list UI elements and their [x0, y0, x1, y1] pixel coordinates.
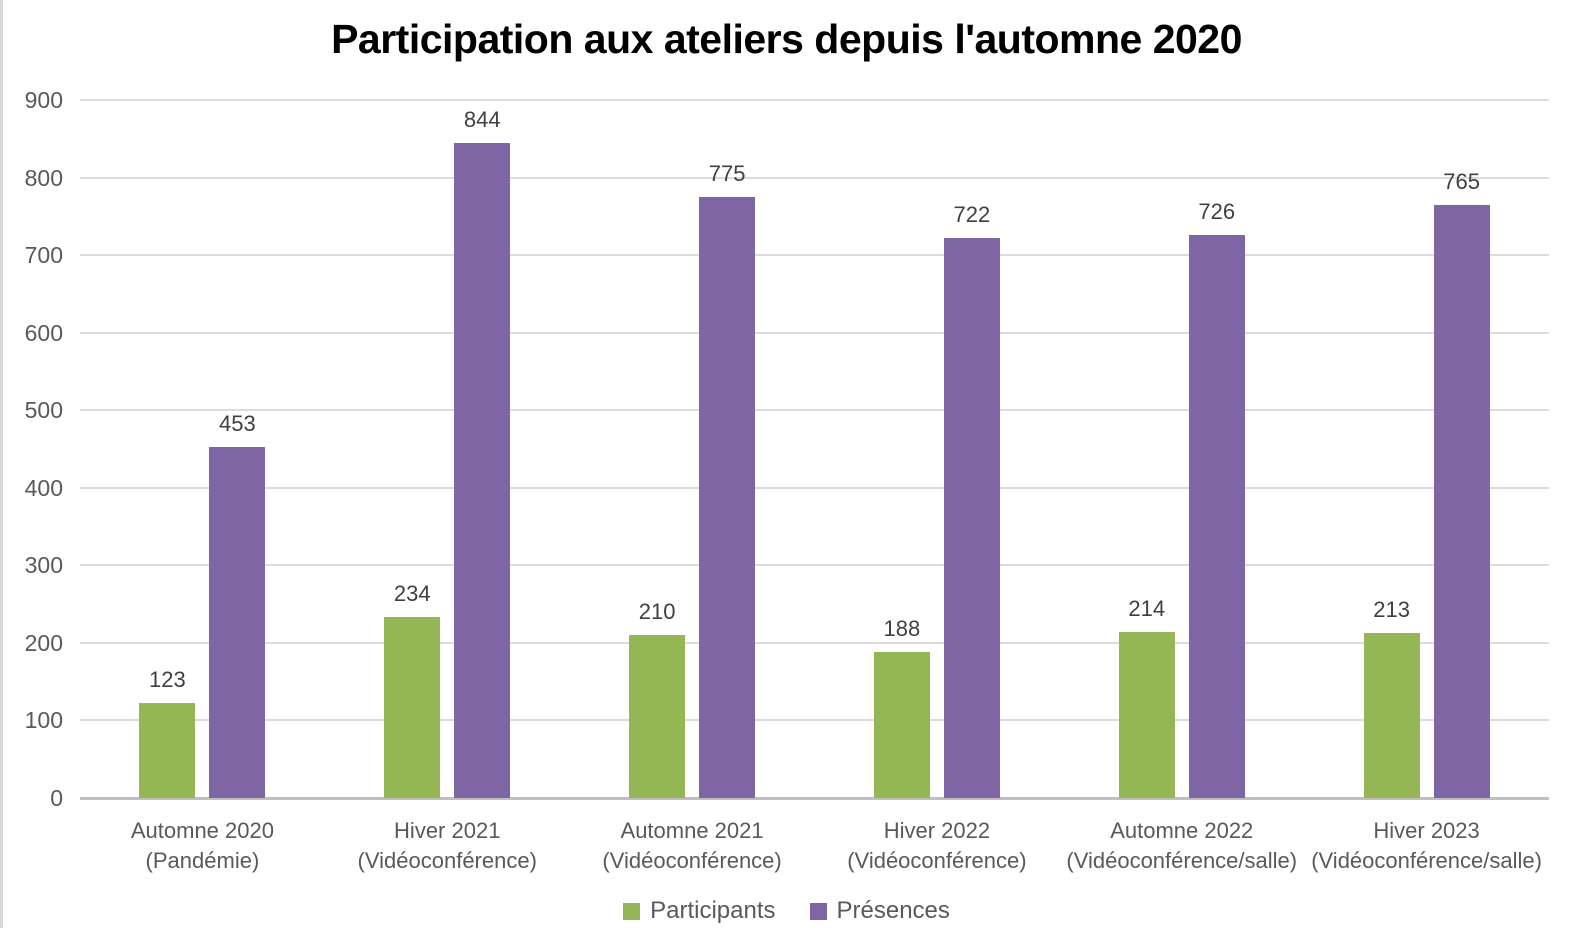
présences-bar[interactable]: [1188, 234, 1245, 798]
participants-bar[interactable]: [384, 616, 441, 798]
data-label: 453: [219, 410, 256, 436]
y-axis-tick-label: 800: [24, 164, 63, 191]
x-axis-category-label: Hiver 2022 (Vidéoconférence): [847, 818, 1027, 873]
gridline: [80, 254, 1549, 257]
participants-bar[interactable]: [1118, 632, 1175, 798]
présences-bar[interactable]: [209, 446, 266, 798]
x-axis-category-label: Automne 2021 (Vidéoconférence): [602, 818, 782, 873]
data-label: 123: [149, 666, 186, 692]
chart-title: Participation aux ateliers depuis l'auto…: [331, 16, 1242, 62]
data-label: 213: [1373, 596, 1410, 622]
gridline: [80, 486, 1549, 489]
data-label: 765: [1443, 168, 1480, 194]
x-axis-category-label: Hiver 2023 (Vidéoconférence/salle): [1311, 818, 1542, 873]
y-axis-tick-label: 900: [24, 87, 63, 113]
data-label: 210: [638, 599, 676, 625]
gridline: [80, 719, 1549, 722]
gridline: [80, 641, 1549, 644]
y-axis-tick-label: 200: [24, 629, 63, 656]
présences-bar[interactable]: [454, 143, 511, 798]
data-label: 775: [708, 160, 746, 186]
y-axis-tick-label: 600: [24, 319, 63, 346]
participants-bar[interactable]: [873, 652, 930, 798]
gridline: [80, 331, 1549, 334]
y-axis-tick-label: 100: [24, 707, 63, 734]
legend-item[interactable]: Participants: [623, 897, 776, 925]
y-axis-tick-label: 400: [24, 474, 63, 501]
y-axis-tick-label: 0: [50, 785, 63, 811]
x-axis-line: [80, 797, 1549, 800]
présences-bar[interactable]: [943, 238, 1000, 798]
legend-item[interactable]: Présences: [809, 897, 950, 925]
gridline: [80, 409, 1549, 412]
participants-bar[interactable]: [1363, 632, 1420, 798]
participants-bar[interactable]: [629, 635, 686, 798]
gridline: [80, 176, 1549, 179]
gridline: [80, 564, 1549, 567]
x-axis-category-label: Automne 2020 (Pandémie): [130, 818, 274, 873]
y-axis-tick-label: 700: [24, 242, 63, 269]
présences-bar[interactable]: [1433, 204, 1490, 798]
participants-bar[interactable]: [139, 702, 196, 798]
legend-swatch: [623, 902, 641, 920]
y-axis-tick-label: 500: [24, 397, 63, 424]
data-label: 844: [463, 107, 501, 133]
data-label: 726: [1198, 198, 1236, 224]
chart-legend: Participants Présences: [3, 897, 1570, 925]
présences-bar[interactable]: [699, 196, 756, 798]
x-axis-category-label: Hiver 2021 (Vidéoconférence): [357, 818, 537, 873]
legend-label: Participants: [650, 897, 776, 924]
gridline: [80, 99, 1549, 101]
legend-swatch: [809, 902, 827, 920]
data-label: 722: [953, 202, 991, 228]
legend-label: Présences: [836, 897, 950, 924]
y-axis-tick-label: 300: [24, 552, 63, 579]
data-label: 188: [883, 616, 921, 642]
data-label: 214: [1128, 596, 1166, 622]
data-label: 234: [393, 580, 431, 606]
x-axis-category-label: Automne 2022 (Vidéoconférence/salle): [1066, 818, 1298, 873]
